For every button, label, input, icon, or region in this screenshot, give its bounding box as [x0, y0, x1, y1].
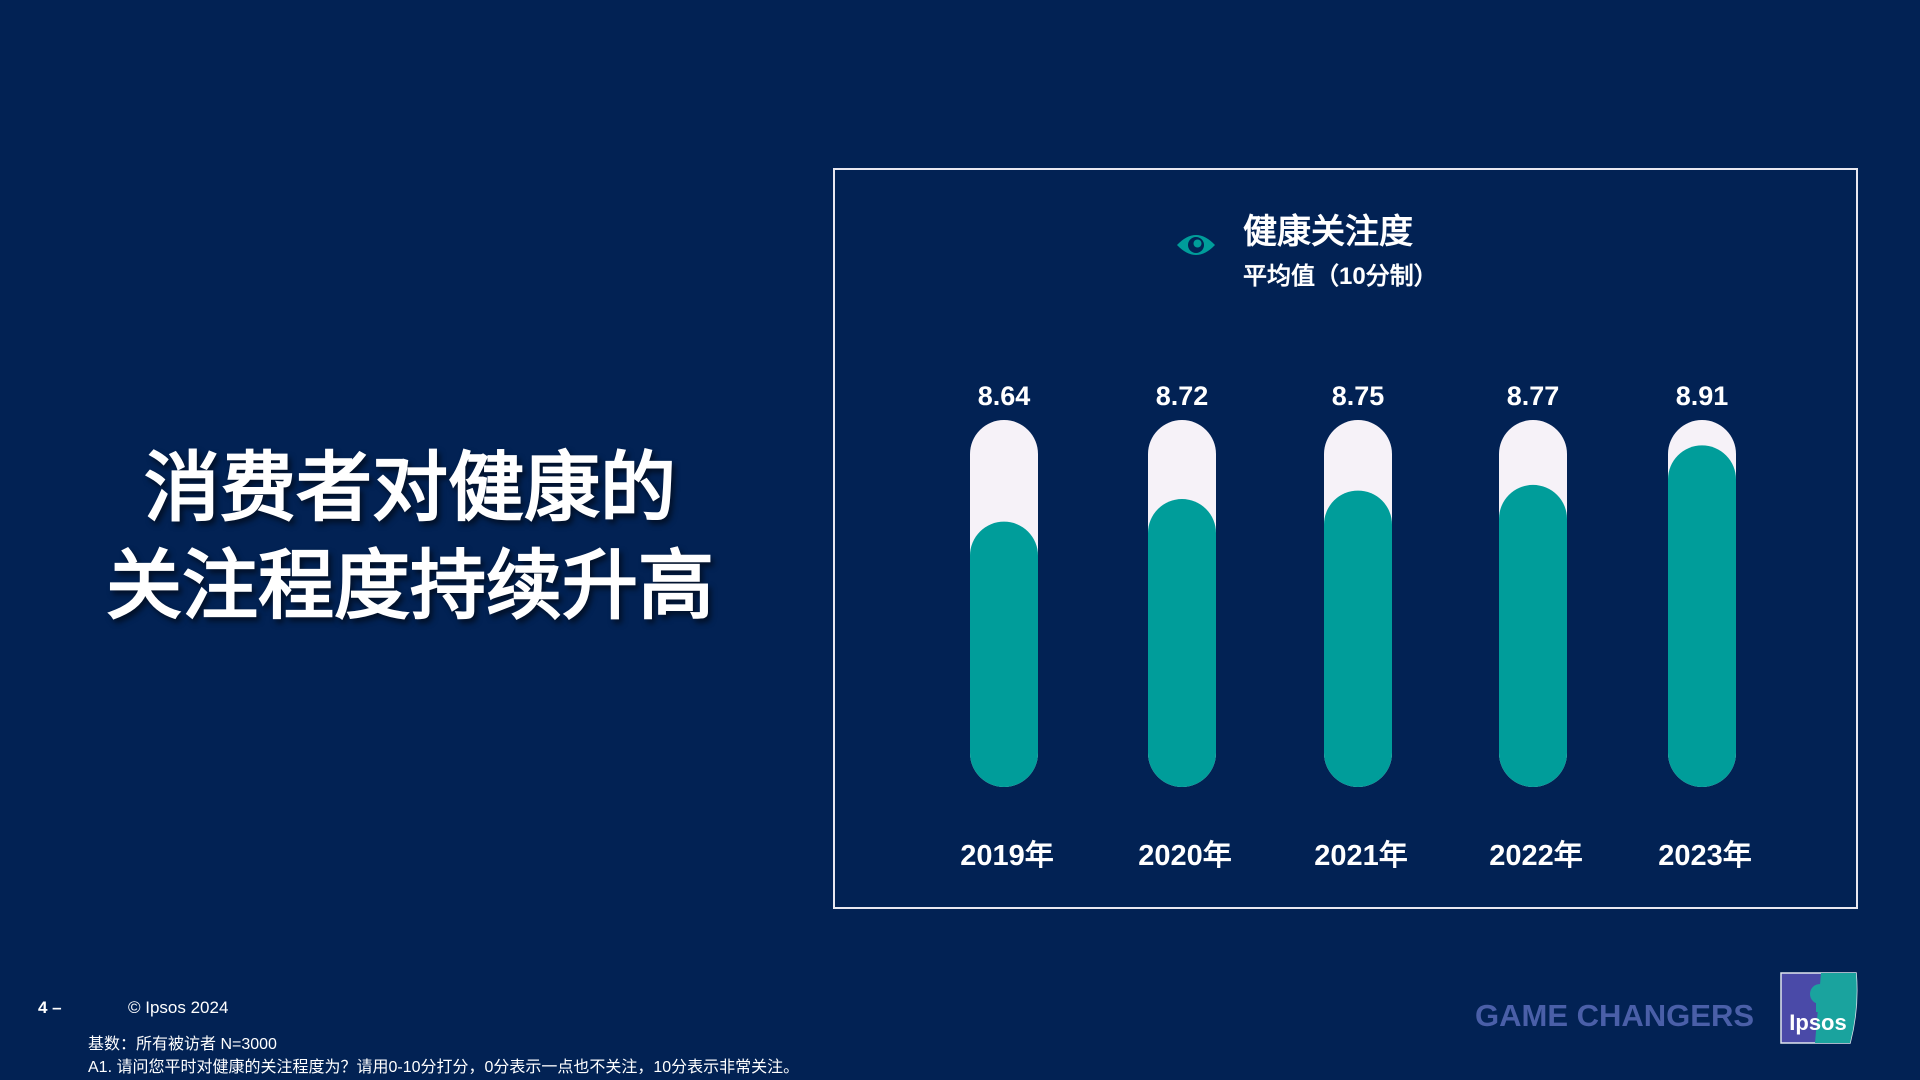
copyright: © Ipsos 2024	[128, 998, 229, 1017]
base-note: 基数：所有被访者 N=3000	[88, 1036, 277, 1053]
value-label: 8.72	[1156, 381, 1209, 411]
svg-text:Ipsos: Ipsos	[1789, 1010, 1846, 1035]
bar	[1668, 445, 1736, 787]
value-label: 8.75	[1332, 381, 1385, 411]
value-label: 8.77	[1507, 381, 1560, 411]
bar	[1324, 490, 1392, 787]
headline-line-1: 消费者对健康的	[144, 446, 676, 531]
value-label: 8.64	[978, 381, 1031, 411]
eye-icon	[1177, 235, 1215, 255]
question-note: A1. 请问您平时对健康的关注程度为？请用0-10分打分，0分表示一点也不关注，…	[88, 1059, 800, 1076]
chart-subtitle: 平均值（10分制）	[1243, 263, 1438, 290]
value-label: 8.91	[1676, 381, 1729, 411]
headline-line-2: 关注程度持续升高	[106, 544, 714, 629]
page-number: 4 –	[38, 998, 62, 1017]
category-label: 2021年	[1314, 838, 1408, 872]
bar	[970, 521, 1038, 787]
headline: 消费者对健康的 关注程度持续升高	[60, 440, 760, 636]
category-label: 2023年	[1658, 838, 1752, 872]
chart-title: 健康关注度	[1243, 213, 1413, 251]
bar	[1148, 499, 1216, 787]
category-label: 2020年	[1138, 838, 1232, 872]
ipsos-logo: Ipsos	[1780, 972, 1858, 1044]
category-label: 2019年	[960, 838, 1054, 872]
category-label: 2022年	[1489, 838, 1583, 872]
tagline: GAME CHANGERS	[1475, 998, 1755, 1033]
chart-frame	[833, 168, 1858, 909]
bar	[1499, 484, 1567, 787]
